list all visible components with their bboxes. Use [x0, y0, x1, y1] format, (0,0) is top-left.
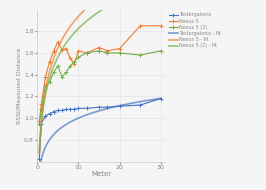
Legend: Testergalonis, Nexus 5, Nexus 5 (2), Testergalonis - fit, Nexus 5 - fit, Nexus 5: Testergalonis, Nexus 5, Nexus 5 (2), Tes…: [169, 12, 222, 49]
X-axis label: Meter: Meter: [91, 171, 111, 177]
Y-axis label: RSSI/Measured Distance: RSSI/Measured Distance: [16, 47, 21, 124]
